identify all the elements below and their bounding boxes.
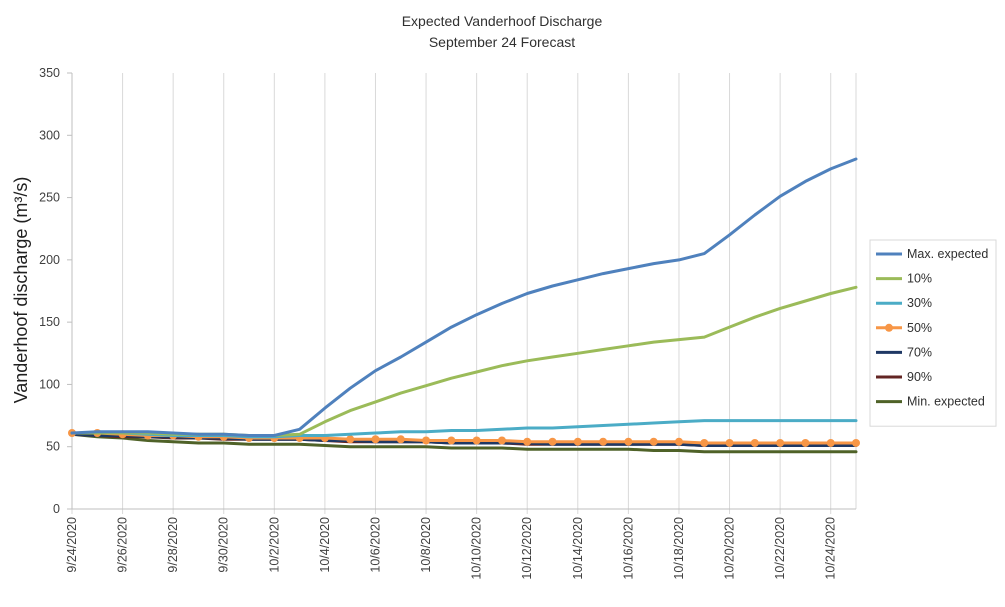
x-tick-label: 10/20/2020 (723, 517, 737, 580)
series-marker (396, 435, 405, 444)
series-marker (674, 437, 683, 446)
y-tick-label: 100 (39, 377, 60, 391)
legend: Max. expected 10% 30% 50% 70% 90% Min. expecte… (869, 239, 997, 427)
series-marker (624, 437, 633, 446)
chart-subtitle: September 24 Forecast (429, 34, 575, 50)
x-tick-label: 10/18/2020 (672, 517, 686, 580)
series-lines (68, 157, 860, 454)
series-marker (447, 436, 456, 445)
y-tick-label: 350 (39, 66, 60, 80)
x-tick-label: 10/6/2020 (368, 517, 382, 573)
series-marker (472, 436, 481, 445)
legend-label: 10% (907, 272, 932, 286)
legend-box (869, 239, 997, 427)
x-tick-label: 10/2/2020 (267, 517, 281, 573)
y-tick-label: 200 (39, 253, 60, 267)
series-marker (548, 437, 557, 446)
series-marker (725, 438, 734, 447)
legend-label: 30% (907, 296, 932, 310)
x-tick-label: 9/26/2020 (116, 517, 130, 573)
series-line (70, 157, 858, 437)
y-axis-title: Vanderhoof discharge (m³/s) (11, 177, 31, 404)
y-tick-labels: 0 50 100 150 200 250 300 350 (39, 66, 60, 516)
x-tick-label: 10/12/2020 (520, 517, 534, 580)
legend-label: Max. expected (907, 247, 988, 261)
y-tick-label: 0 (53, 502, 60, 516)
x-tick-label: 10/22/2020 (773, 517, 787, 580)
y-tick-label: 50 (46, 440, 60, 454)
x-tick-label: 9/28/2020 (166, 517, 180, 573)
series-marker (346, 435, 355, 444)
y-tick-label: 300 (39, 128, 60, 142)
x-tick-label: 10/14/2020 (571, 517, 585, 580)
series-marker (523, 437, 532, 446)
series-marker (801, 438, 810, 447)
x-tick-label: 10/16/2020 (621, 517, 635, 580)
series-marker (599, 437, 608, 446)
series-line (70, 285, 858, 437)
series-marker (852, 438, 860, 447)
x-tick-label: 10/10/2020 (470, 517, 484, 580)
legend-label: 70% (907, 345, 932, 359)
x-tick-label: 10/8/2020 (419, 517, 433, 573)
series-marker (371, 435, 380, 444)
y-tick-label: 150 (39, 315, 60, 329)
chart-title: Expected Vanderhoof Discharge (402, 13, 603, 29)
x-tick-label: 9/24/2020 (65, 517, 79, 573)
legend-label: 90% (907, 370, 932, 384)
series-marker (422, 436, 431, 445)
x-tick-label: 10/4/2020 (318, 517, 332, 573)
series-marker (497, 436, 506, 445)
x-tick-label: 9/30/2020 (217, 517, 231, 573)
series-marker (750, 438, 759, 447)
series-marker (826, 438, 835, 447)
series-marker (776, 438, 785, 447)
series-marker (573, 437, 582, 446)
x-tick-labels: 9/24/2020 9/26/2020 9/28/2020 9/30/2020 10/2… (65, 517, 838, 580)
series-line (70, 432, 858, 454)
x-tick-label: 10/24/2020 (824, 517, 838, 580)
y-tick-label: 250 (39, 191, 60, 205)
series-marker (649, 437, 658, 446)
series-marker (700, 438, 709, 447)
legend-marker (885, 323, 893, 332)
legend-label: 50% (907, 321, 932, 335)
legend-label: Min. expected (907, 395, 985, 409)
